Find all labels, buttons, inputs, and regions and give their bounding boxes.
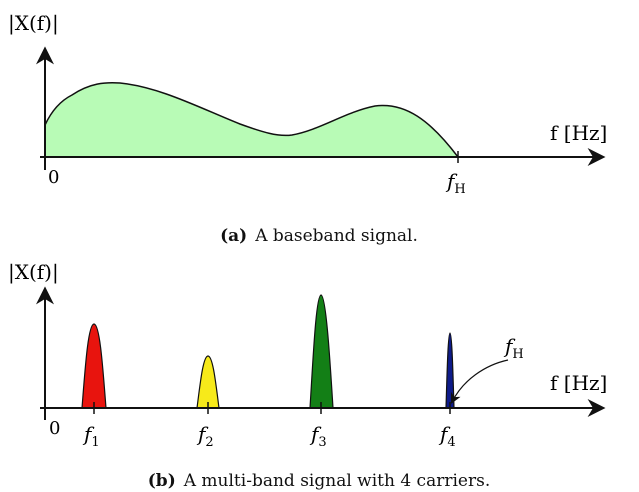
fh-annotation-arrow xyxy=(451,359,509,404)
panel-b: |X(f)| f [Hz] 0 fH f1 f2 f3 f4 (b) A mult… xyxy=(8,260,607,491)
y-axis-label-b: |X(f)| xyxy=(8,260,59,285)
fh-annotation-label: fH xyxy=(503,334,524,362)
fh-tick-label: fH xyxy=(445,169,466,197)
x-axis-label-b: f [Hz] xyxy=(550,371,607,395)
caption-b: (b) A multi-band signal with 4 carriers. xyxy=(148,471,490,491)
band-3-peak xyxy=(309,294,334,409)
baseband-spectrum-shape xyxy=(44,81,460,158)
tick-label-f3: f3 xyxy=(309,422,327,450)
band-1-peak xyxy=(81,323,107,409)
panel-a: |X(f)| f [Hz] 0 fH (a) A baseband signal. xyxy=(8,11,607,246)
band-4-peak xyxy=(445,332,455,409)
tick-label-f1: f1 xyxy=(82,422,100,450)
origin-label: 0 xyxy=(48,167,59,188)
y-axis-label: |X(f)| xyxy=(8,11,59,36)
band-2-peak xyxy=(196,355,220,409)
x-axis-label: f [Hz] xyxy=(550,121,607,145)
origin-label-b: 0 xyxy=(49,418,60,439)
tick-label-f2: f2 xyxy=(196,422,214,450)
caption-a: (a) A baseband signal. xyxy=(220,226,418,246)
tick-label-f4: f4 xyxy=(438,422,456,450)
